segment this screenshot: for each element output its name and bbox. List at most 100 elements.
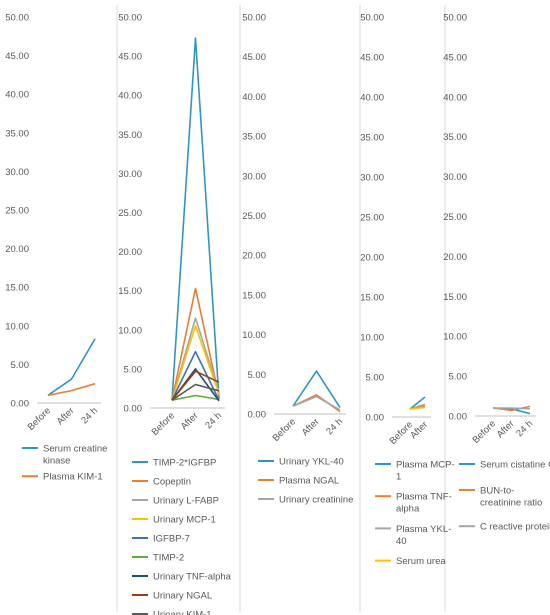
series-line [171,370,220,401]
legend-label: Urinary creatinine [279,495,353,506]
x-tick-label: Before [26,405,54,433]
y-tick-label: 0.00 [366,413,385,424]
y-tick-label: 15.00 [242,290,266,301]
y-tick-label: 50.00 [118,13,142,24]
legend-label: Plasma MCP- [396,460,455,471]
y-tick-label: 50.00 [360,13,384,24]
y-tick-label: 35.00 [360,133,384,144]
y-tick-label: 0.00 [11,399,30,410]
chart-panel-3: 0.00 5.00 10.00 15.00 20.00 25.00 30.00 35.00 40… [242,13,353,506]
x-tick-label: 24 h [514,418,535,439]
legend-label: 40 [396,536,407,547]
series-line [47,382,96,397]
y-tick-label: 10.00 [118,325,142,336]
y-tick-label: 45.00 [360,53,384,64]
x-tick-label: After [55,405,77,427]
y-tick-label: 30.00 [443,172,467,183]
legend-label: Serum cistatine C [480,460,550,471]
legend-label: Plasma KIM-1 [43,472,103,483]
legend-label: alpha [396,504,420,515]
legend-label: Copeptin [153,477,191,488]
y-tick-label: 15.00 [5,283,29,294]
chart-panel-4: 0.00 5.00 10.00 15.00 20.00 25.00 30.00 35.00 40… [360,13,454,568]
legend-label: C reactive protein [480,522,550,533]
y-tick-label: 15.00 [360,293,384,304]
legend-label: TIMP-2*IGFBP [153,458,216,469]
y-tick-label: 0.00 [248,410,267,421]
series-line [409,406,426,410]
y-tick-label: 25.00 [118,208,142,219]
y-tick-label: 50.00 [443,13,467,24]
series-line [171,287,220,401]
series-line [171,317,220,401]
legend-label: kinase [43,456,70,467]
legend-label: Urinary TNF-alpha [153,572,232,583]
y-tick-label: 20.00 [242,251,266,262]
x-tick-label: After [300,416,322,438]
chart-panel-1: 0.00 5.00 10.00 15.00 20.00 25.00 30.00 35.00 40… [5,13,107,483]
y-tick-label: 40.00 [443,92,467,103]
y-tick-label: 45.00 [5,51,29,62]
legend-label: creatinine ratio [480,498,542,509]
x-tick-label: Before [271,416,299,444]
y-tick-label: 20.00 [118,247,142,258]
series-line [493,407,531,410]
y-tick-label: 35.00 [5,128,29,139]
legend-label: Plasma YKL- [396,524,451,535]
y-tick-label: 0.00 [449,412,468,423]
x-tick-label: 24 h [79,405,100,426]
series-line [171,394,220,401]
series-line [171,350,220,401]
y-tick-label: 10.00 [443,332,467,343]
y-tick-label: 30.00 [118,169,142,180]
y-tick-label: 30.00 [5,167,29,178]
y-tick-label: 30.00 [360,173,384,184]
y-tick-label: 5.00 [248,370,267,381]
y-tick-label: 40.00 [360,93,384,104]
legend-label: 1 [396,472,401,483]
y-tick-label: 30.00 [242,171,266,182]
legend-label: BUN-to- [480,486,514,497]
y-tick-label: 45.00 [242,52,266,63]
series-line [47,338,96,396]
y-tick-label: 10.00 [360,333,384,344]
series-line [292,395,341,411]
legend-label: IGFBP-7 [153,534,190,545]
y-tick-label: 20.00 [443,252,467,263]
y-tick-label: 10.00 [5,321,29,332]
legend-label: Plasma TNF- [396,492,452,503]
x-tick-label: 24 h [203,410,224,431]
series-line [171,37,220,401]
y-tick-label: 0.00 [124,404,143,415]
y-tick-label: 10.00 [242,330,266,341]
y-tick-label: 35.00 [118,130,142,141]
legend-label: Urinary L-FABP [153,496,219,507]
y-tick-label: 40.00 [5,90,29,101]
y-tick-label: 25.00 [443,212,467,223]
y-tick-label: 5.00 [124,364,143,375]
legend-label: Serum urea [396,556,446,567]
y-tick-label: 20.00 [5,244,29,255]
series-line [171,325,220,401]
x-tick-label: After [408,419,430,441]
y-tick-label: 25.00 [242,211,266,222]
y-tick-label: 35.00 [443,132,467,143]
y-tick-label: 20.00 [360,253,384,264]
y-tick-label: 40.00 [242,92,266,103]
legend-label: Urinary YKL-40 [279,457,344,468]
y-tick-label: 50.00 [5,13,29,24]
series-line [409,396,426,410]
x-tick-label: 24 h [324,416,345,437]
y-tick-label: 25.00 [5,206,29,217]
series-line [292,370,341,409]
y-tick-label: 25.00 [360,213,384,224]
y-tick-label: 35.00 [242,132,266,143]
y-tick-label: 50.00 [242,13,266,24]
legend-label: Urinary KIM-1 [153,610,212,615]
chart-panel-2: 0.00 5.00 10.00 15.00 20.00 25.00 30.00 35.00 40… [118,13,232,615]
legend-label: TIMP-2 [153,553,184,564]
legend-label: Plasma NGAL [279,476,339,487]
y-tick-label: 15.00 [118,286,142,297]
y-tick-label: 5.00 [449,372,468,383]
